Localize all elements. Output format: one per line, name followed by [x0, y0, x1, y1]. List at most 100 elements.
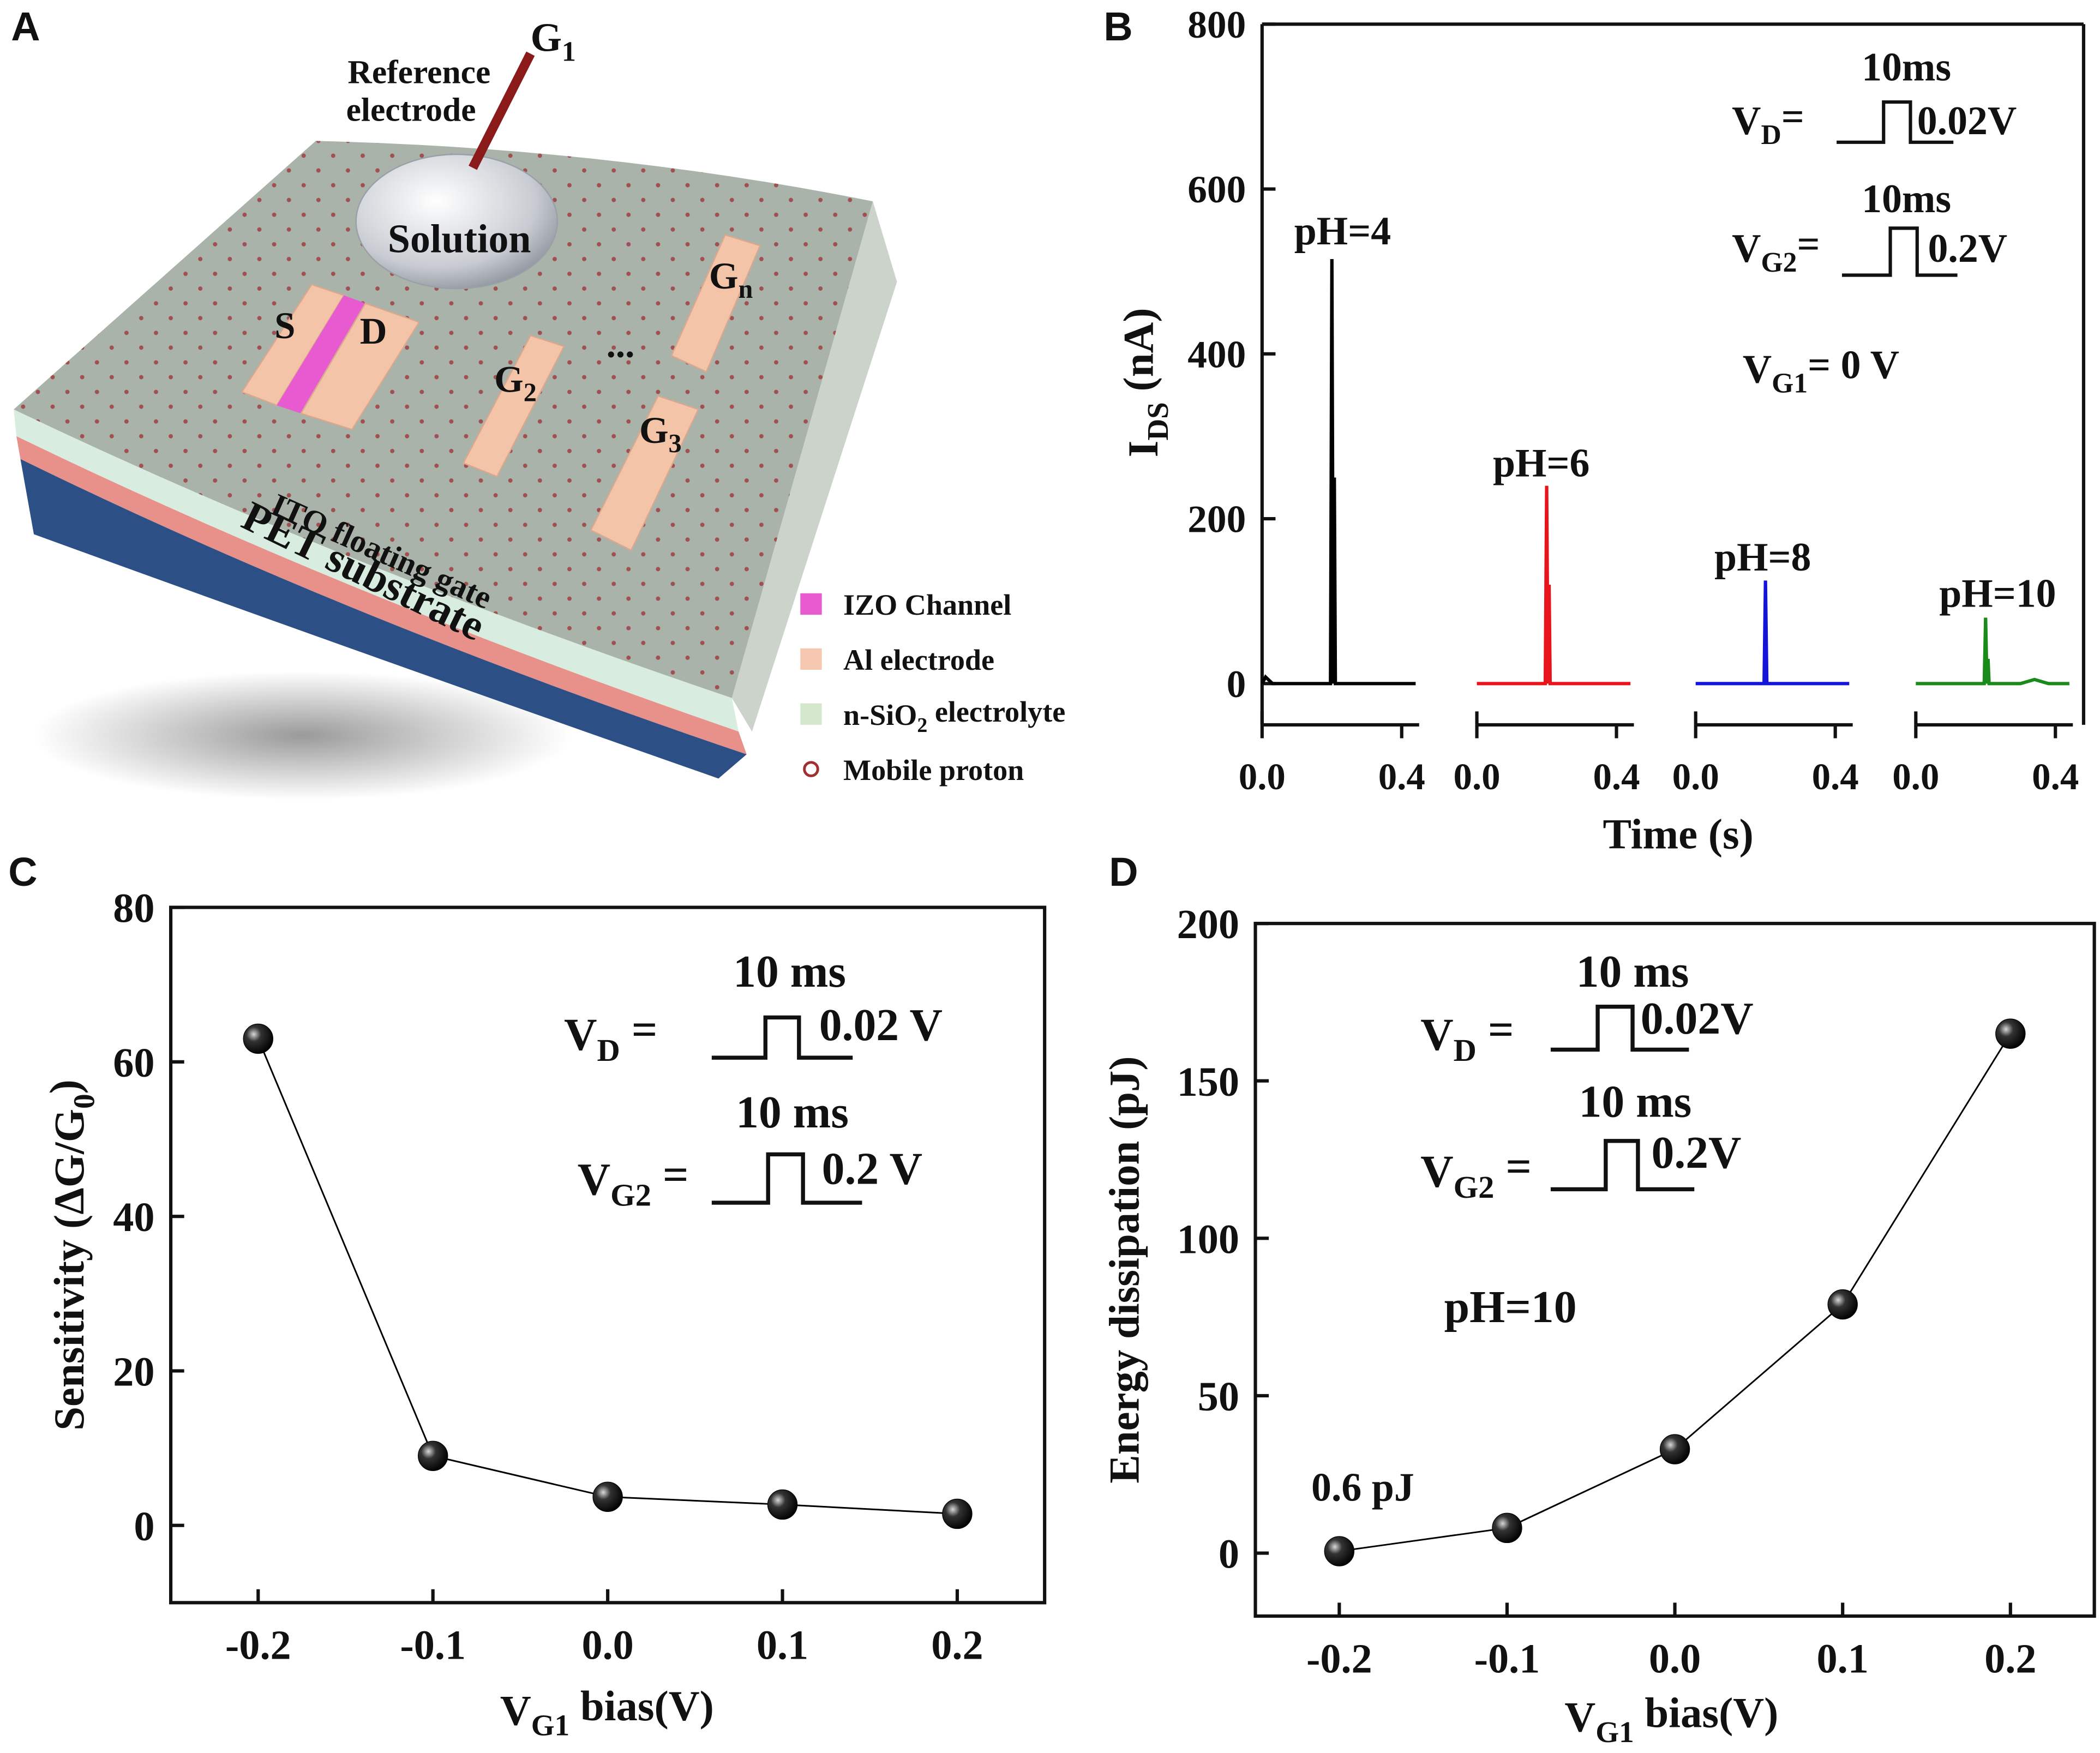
x-tick-label: 0.0	[1454, 756, 1501, 797]
data-line	[1916, 617, 2069, 686]
series-label: pH=6	[1493, 441, 1589, 485]
annotation-main: 0.6 pJ	[1311, 1464, 1414, 1509]
annotation-main: 10ms	[1862, 176, 1951, 221]
x-tick-label: -0.2	[1306, 1635, 1372, 1682]
x-tick-label: 0.0	[581, 1622, 633, 1668]
y-axis-label: IDS (nA)	[1115, 308, 1175, 457]
annotation: 0.02V	[1641, 993, 1754, 1044]
annotation-main: 10 ms	[1576, 946, 1689, 997]
x-tick-label: 0.0	[1672, 756, 1719, 797]
x-tick-label: -0.1	[400, 1622, 466, 1668]
annotation: 0.2V	[1652, 1127, 1742, 1178]
annotation-main: 0.2V	[1652, 1127, 1742, 1178]
data-point	[1995, 1018, 2026, 1049]
annotation-after: =	[620, 1005, 658, 1055]
label: D	[360, 310, 387, 352]
legend-label-after: electrolyte	[927, 695, 1065, 728]
data-point	[942, 1498, 973, 1529]
data-line	[1477, 485, 1631, 686]
label: Solution	[388, 217, 531, 261]
series-label: pH=8	[1714, 535, 1811, 579]
legend-label-main: IZO Channel	[843, 589, 1011, 621]
x-tick-label: 0.4	[1593, 756, 1640, 797]
y-axis-label-after: (nA)	[1115, 308, 1163, 402]
series-label: pH=4	[1294, 208, 1391, 253]
annotation: VG2=	[1732, 221, 1820, 278]
y-axis-label: Sensitivity (ΔG/G0)	[41, 1079, 101, 1430]
legend-swatch	[800, 648, 822, 670]
annotation-main: pH=10	[1444, 1282, 1577, 1332]
annotation: VD=	[1732, 94, 1804, 151]
annotation-sub: G2	[610, 1178, 651, 1213]
annotation: 0.02V	[1917, 98, 2017, 143]
y-tick-label: 200	[1187, 498, 1246, 541]
y-tick-label: 80	[113, 885, 154, 932]
annotation-after: =	[1797, 221, 1820, 266]
x-axis-label: VG1 bias(V)	[500, 1683, 714, 1742]
annotation: 0.6 pJ	[1311, 1464, 1414, 1509]
x-tick-label: 0.2	[1984, 1635, 2036, 1682]
x-axis-label-after: bias(V)	[569, 1683, 714, 1730]
x-axis-label-sub: G1	[531, 1709, 569, 1742]
annotation-main: 10 ms	[736, 1087, 849, 1138]
annotation-main: V	[1732, 98, 1761, 143]
label: G2	[494, 359, 537, 407]
annotation-after: =	[1477, 1005, 1514, 1055]
legend-label: n-SiO2 electrolyte	[843, 695, 1065, 737]
panel-letter: A	[11, 4, 40, 49]
annotation: 0.2V	[1928, 226, 2007, 271]
annotation: VG1= 0 V	[1743, 343, 1899, 399]
y-axis-label-sub: DS	[1141, 402, 1174, 440]
legend-label: Al electrode	[843, 644, 994, 676]
annotation-sub: G2	[1761, 247, 1797, 278]
y-tick-label: 600	[1187, 168, 1246, 211]
annotation-sub: D	[1761, 119, 1781, 151]
y-axis-label-sub: 0	[67, 1094, 100, 1109]
annotation: VG2 =	[1420, 1142, 1532, 1205]
annotation: 0.02 V	[819, 1000, 943, 1050]
label-sub: 1	[562, 37, 576, 68]
annotation-main: V	[1743, 346, 1772, 391]
data-point	[1492, 1512, 1522, 1544]
y-tick-label: 0	[1227, 663, 1246, 706]
data-point	[767, 1489, 798, 1520]
y-tick-label: 60	[113, 1040, 154, 1086]
data-point	[1324, 1536, 1355, 1566]
y-axis-label-main: Sensitivity (ΔG/G	[46, 1109, 93, 1431]
annotation: 10 ms	[1579, 1077, 1692, 1127]
data-point	[243, 1023, 273, 1054]
device-illustration	[14, 51, 897, 800]
y-tick-label: 0	[134, 1503, 154, 1550]
annotation-after: =	[1781, 94, 1804, 139]
annotation-main: V	[564, 1009, 597, 1060]
label: ...	[607, 324, 635, 365]
annotation-sub: G2	[1454, 1169, 1495, 1205]
x-axis-label-main: V	[500, 1687, 531, 1734]
annotation: 10 ms	[1576, 946, 1689, 997]
x-tick-label: -0.2	[225, 1622, 291, 1668]
label: electrode	[346, 91, 476, 128]
x-tick-label: -0.1	[1474, 1635, 1540, 1682]
legend-label-main: Al electrode	[843, 644, 994, 676]
x-axis-label-main: V	[1564, 1694, 1595, 1742]
annotation-main: V	[578, 1154, 610, 1205]
x-axis-label-sub: G1	[1595, 1715, 1634, 1749]
y-tick-label: 50	[1198, 1373, 1239, 1420]
panel-letter: D	[1109, 849, 1138, 894]
annotation-sub: D	[597, 1032, 620, 1068]
y-tick-label: 400	[1187, 333, 1246, 376]
y-tick-label: 0	[1219, 1531, 1239, 1577]
data-line	[1695, 580, 1850, 686]
annotation: 10ms	[1862, 176, 1951, 221]
annotation: 10 ms	[736, 1087, 849, 1138]
annotation-main: 0.02 V	[819, 1000, 943, 1050]
label: S	[274, 305, 295, 346]
label-sub: 2	[524, 378, 537, 407]
annotation-after: =	[1494, 1142, 1532, 1192]
y-tick-label: 100	[1177, 1216, 1239, 1262]
annotation: VG2 =	[578, 1149, 689, 1212]
x-tick-label: 0.0	[1649, 1635, 1701, 1682]
annotation: 10 ms	[733, 946, 846, 997]
legend-label-sub: 2	[917, 714, 927, 737]
